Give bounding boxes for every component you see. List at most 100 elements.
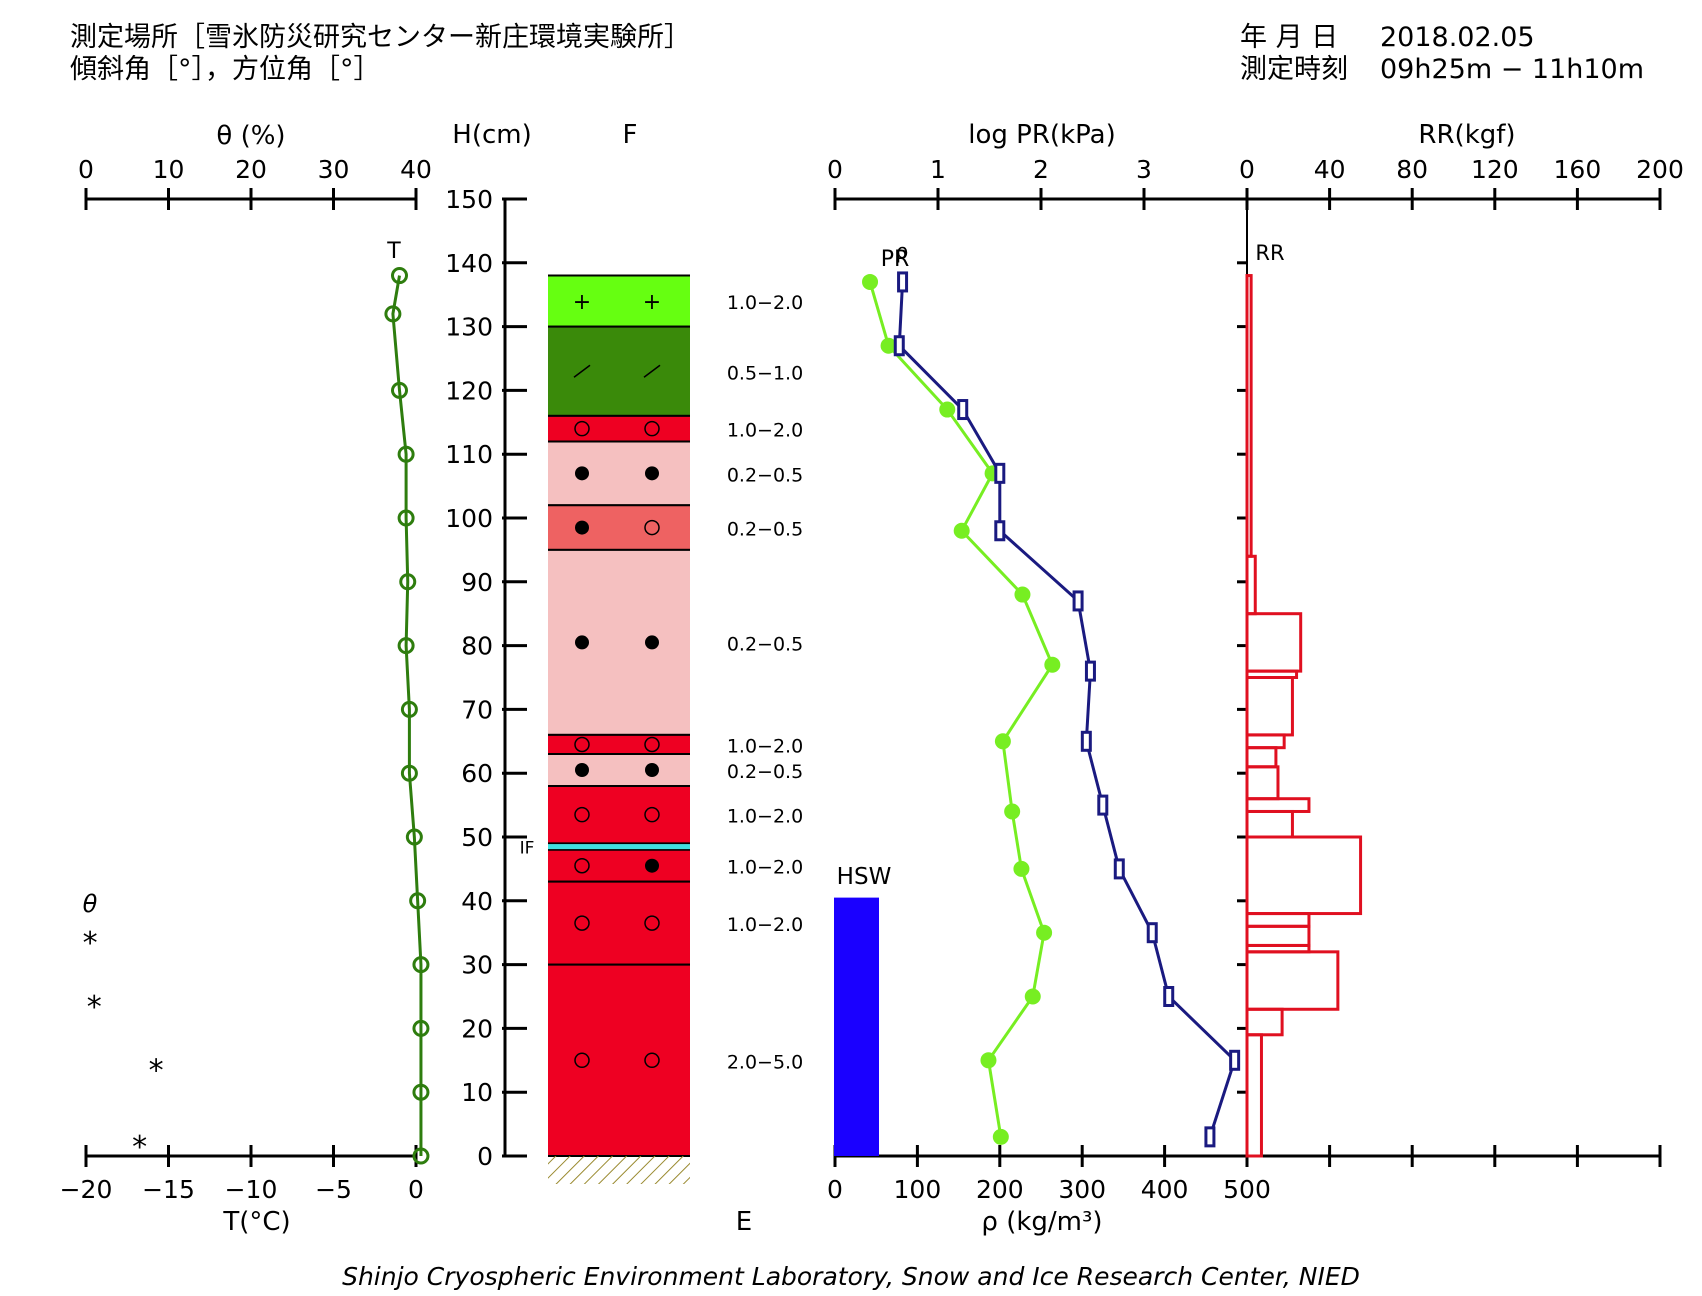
date-label: 年 月 日	[1240, 22, 1339, 53]
temperature-point	[412, 956, 430, 974]
snow-layer	[548, 415, 690, 442]
theta-tick-label: 40	[400, 155, 432, 184]
grain-rounded-symbol	[574, 806, 590, 823]
temperature-point	[397, 637, 415, 655]
pr-point	[939, 401, 956, 418]
theta-tick-label: 10	[153, 155, 185, 184]
grain-new-snow-symbol: +	[643, 290, 661, 315]
angle-title: 傾斜角［°］，方位角［°］	[70, 54, 381, 85]
height-tick-label: 20	[461, 1014, 493, 1043]
height-tick-label: 10	[461, 1078, 493, 1107]
density-tick-label: 0	[827, 1175, 843, 1204]
pr-line	[868, 281, 1055, 1138]
pr-series-label: PR	[881, 247, 910, 272]
grain-rounded-symbol	[574, 1052, 590, 1069]
f-label: F	[623, 120, 638, 150]
theta-group: * * * *	[83, 926, 164, 1165]
t-axis-label: T(°C)	[222, 1207, 290, 1237]
rr-tick-label: 120	[1471, 155, 1519, 184]
grain-rounded-symbol	[644, 736, 660, 753]
t-tick-label: −5	[315, 1175, 352, 1204]
rr-bar	[1245, 676, 1294, 737]
rr-bar	[1245, 1007, 1284, 1037]
theta-point: *	[149, 1054, 164, 1089]
density-series-label: ρ	[896, 239, 909, 263]
density-point	[1229, 1049, 1241, 1071]
grain-solid-symbol	[645, 635, 659, 650]
rr-tick-label: 80	[1396, 155, 1428, 184]
grain-solid-symbol	[575, 520, 589, 535]
grain-size-label: 1.0−2.0	[727, 735, 803, 757]
temperature-point	[412, 1083, 430, 1101]
pr-point	[880, 337, 897, 354]
theta-point: *	[83, 926, 98, 961]
grain-rounded-symbol	[644, 915, 660, 931]
grain-rounded-symbol	[574, 915, 590, 931]
temperature-point	[397, 509, 415, 527]
density-point	[1072, 590, 1084, 612]
rr-bar	[1245, 912, 1311, 928]
grain-size-label: 1.0−2.0	[727, 806, 803, 828]
ice-film-label: IF	[520, 839, 535, 859]
pr-point	[994, 733, 1011, 750]
pr-point	[953, 522, 970, 539]
logpr-tick-label: 2	[1033, 155, 1049, 184]
grain-solid-symbol	[645, 763, 659, 778]
logpr-tick-label: 1	[930, 155, 946, 184]
hsw-bar	[834, 897, 879, 1156]
theta-tick-label: 0	[78, 155, 94, 184]
snow-layer	[548, 785, 690, 844]
grain-rounded-symbol	[644, 519, 660, 536]
grain-rounded-symbol	[574, 736, 590, 753]
temperature-point	[397, 445, 415, 463]
time-value: 09h25m − 11h10m	[1380, 54, 1645, 85]
t-series-label: T	[386, 239, 401, 264]
density-tick-label: 400	[1141, 1175, 1189, 1204]
grain-rounded-symbol	[644, 420, 660, 437]
footer-credit: Shinjo Cryospheric Environment Laborator…	[342, 1262, 1360, 1291]
grain-size-label: 0.2−0.5	[727, 633, 803, 655]
grain-solid-symbol	[575, 466, 589, 481]
rr-bar	[1245, 274, 1253, 558]
height-tick-label: 80	[461, 632, 493, 661]
pr-point	[1036, 924, 1053, 941]
grain-size-label: 1.0−2.0	[727, 914, 803, 936]
density-tick-label: 300	[1058, 1175, 1106, 1204]
temperature-point	[400, 764, 418, 782]
temperature-point	[399, 573, 417, 591]
rr-bar	[1245, 809, 1294, 839]
grain-rounded-symbol	[574, 857, 590, 874]
density-point	[1146, 922, 1158, 944]
snow-layer	[548, 881, 690, 965]
theta-series-label: θ	[83, 890, 98, 918]
height-tick-label: 90	[461, 568, 493, 597]
grain-solid-symbol	[575, 635, 589, 650]
grain-solid-symbol	[645, 466, 659, 481]
density-point	[994, 520, 1006, 542]
t-tick-label: 0	[408, 1175, 424, 1204]
location-title: 測定場所［雪氷防災研究センター新庄環境実験所］	[70, 22, 691, 53]
temperature-point	[412, 1147, 430, 1165]
grain-new-snow-symbol: +	[573, 290, 591, 315]
temperature-point	[400, 700, 418, 718]
rr-bar	[1245, 733, 1286, 750]
temperature-point	[405, 828, 423, 846]
rr-bar	[1245, 835, 1363, 916]
e-label: E	[736, 1207, 752, 1237]
grain-size-label: 0.2−0.5	[727, 464, 803, 486]
snow-layers: + +	[548, 274, 690, 1184]
pr-point	[992, 1128, 1009, 1145]
height-tick-label: 110	[445, 440, 493, 469]
grain-size-label: 2.0−5.0	[727, 1051, 803, 1073]
pr-point	[1044, 656, 1061, 673]
pr-point	[1004, 803, 1021, 820]
pr-point	[1024, 988, 1041, 1005]
density-point	[1097, 794, 1109, 816]
height-tick-label: 150	[445, 185, 493, 214]
date-value: 2018.02.05	[1380, 22, 1535, 53]
density-tick-label: 500	[1223, 1175, 1271, 1204]
rr-tick-label: 40	[1314, 155, 1346, 184]
t-tick-label: −15	[142, 1175, 195, 1204]
theta-tick-label: 20	[235, 155, 267, 184]
